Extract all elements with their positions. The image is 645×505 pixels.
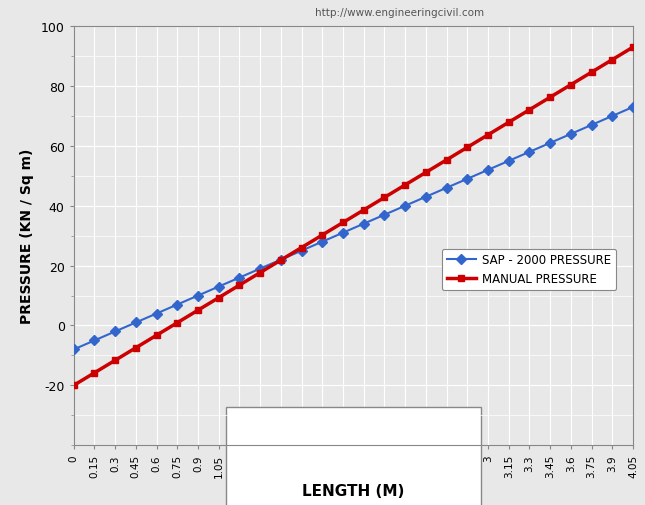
SAP - 2000 PRESSURE [132, 320, 140, 326]
MANUAL PRESSURE [319, 232, 326, 238]
SAP - 2000 PRESSURE [484, 168, 492, 174]
SAP - 2000 PRESSURE [298, 248, 306, 254]
MANUAL PRESSURE [277, 258, 284, 264]
SAP - 2000 PRESSURE [235, 275, 243, 281]
MANUAL PRESSURE [422, 170, 430, 176]
MANUAL PRESSURE [526, 108, 533, 114]
MANUAL PRESSURE [588, 70, 595, 76]
MANUAL PRESSURE [174, 320, 181, 326]
MANUAL PRESSURE [298, 245, 306, 251]
SAP - 2000 PRESSURE [277, 257, 284, 263]
MANUAL PRESSURE [401, 182, 409, 188]
Y-axis label: PRESSURE (KN / Sq m): PRESSURE (KN / Sq m) [20, 148, 34, 324]
SAP - 2000 PRESSURE [215, 284, 223, 290]
MANUAL PRESSURE [505, 120, 513, 126]
MANUAL PRESSURE [194, 308, 202, 314]
X-axis label: LENGTH (M): LENGTH (M) [303, 483, 404, 498]
MANUAL PRESSURE [339, 220, 347, 226]
MANUAL PRESSURE [153, 332, 161, 338]
MANUAL PRESSURE [484, 132, 492, 138]
MANUAL PRESSURE [567, 82, 575, 88]
SAP - 2000 PRESSURE [608, 114, 616, 120]
MANUAL PRESSURE [442, 158, 450, 164]
SAP - 2000 PRESSURE [339, 230, 347, 236]
SAP - 2000 PRESSURE [256, 266, 264, 272]
SAP - 2000 PRESSURE [442, 185, 450, 191]
SAP - 2000 PRESSURE [153, 311, 161, 317]
SAP - 2000 PRESSURE [381, 212, 388, 218]
SAP - 2000 PRESSURE [194, 293, 202, 299]
MANUAL PRESSURE [215, 295, 223, 301]
Line: SAP - 2000 PRESSURE: SAP - 2000 PRESSURE [70, 104, 637, 353]
MANUAL PRESSURE [256, 270, 264, 276]
MANUAL PRESSURE [90, 370, 98, 376]
MANUAL PRESSURE [381, 195, 388, 201]
Text: http://www.engineeringcivil.com: http://www.engineeringcivil.com [315, 8, 484, 18]
SAP - 2000 PRESSURE [319, 239, 326, 245]
SAP - 2000 PRESSURE [422, 194, 430, 200]
SAP - 2000 PRESSURE [546, 140, 554, 146]
SAP - 2000 PRESSURE [567, 132, 575, 138]
SAP - 2000 PRESSURE [505, 159, 513, 165]
MANUAL PRESSURE [70, 383, 77, 389]
MANUAL PRESSURE [629, 45, 637, 51]
SAP - 2000 PRESSURE [588, 123, 595, 129]
SAP - 2000 PRESSURE [174, 302, 181, 308]
MANUAL PRESSURE [464, 145, 471, 151]
MANUAL PRESSURE [360, 208, 368, 214]
SAP - 2000 PRESSURE [360, 221, 368, 227]
MANUAL PRESSURE [546, 95, 554, 101]
MANUAL PRESSURE [111, 358, 119, 364]
Line: MANUAL PRESSURE: MANUAL PRESSURE [70, 44, 637, 389]
SAP - 2000 PRESSURE [464, 176, 471, 182]
MANUAL PRESSURE [235, 282, 243, 288]
SAP - 2000 PRESSURE [526, 149, 533, 156]
Legend: SAP - 2000 PRESSURE, MANUAL PRESSURE: SAP - 2000 PRESSURE, MANUAL PRESSURE [442, 249, 616, 290]
SAP - 2000 PRESSURE [629, 105, 637, 111]
MANUAL PRESSURE [132, 345, 140, 351]
SAP - 2000 PRESSURE [111, 329, 119, 335]
SAP - 2000 PRESSURE [90, 338, 98, 344]
SAP - 2000 PRESSURE [70, 347, 77, 353]
SAP - 2000 PRESSURE [401, 204, 409, 210]
MANUAL PRESSURE [608, 58, 616, 64]
